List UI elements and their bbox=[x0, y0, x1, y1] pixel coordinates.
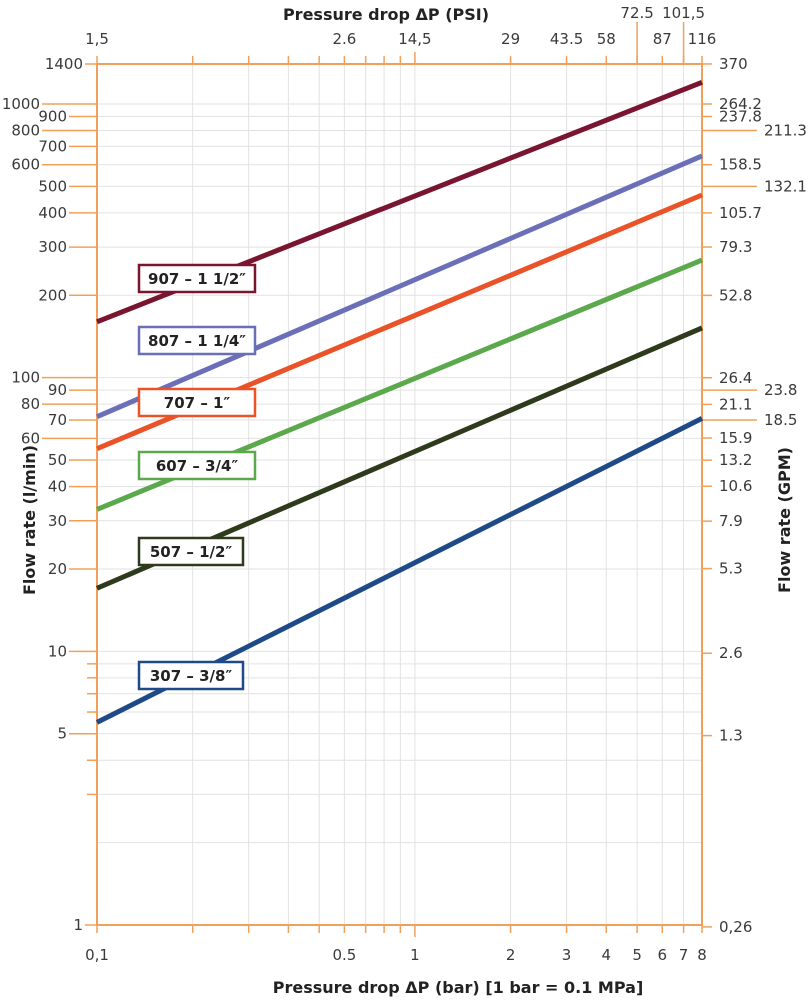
y2-tick-label: 13.2 bbox=[719, 451, 752, 469]
series-label: 707 – 1″ bbox=[164, 394, 231, 412]
y2-axis-title: Flow rate (GPM) bbox=[775, 447, 794, 593]
x2-tick-label: 116 bbox=[688, 30, 717, 48]
x-tick-label: 0.5 bbox=[332, 946, 356, 964]
x2-axis-title: Pressure drop ΔP (PSI) bbox=[283, 5, 489, 24]
y-tick-label: 800 bbox=[11, 122, 40, 140]
y2-tick-label: 1.3 bbox=[719, 727, 743, 745]
y2-tick-label: 26.4 bbox=[719, 369, 752, 387]
series-label: 307 – 3/8″ bbox=[150, 667, 233, 685]
y2-tick-label: 105.7 bbox=[719, 204, 762, 222]
x2-tick-label: 29 bbox=[501, 30, 520, 48]
series-label: 807 – 1 1/4″ bbox=[148, 332, 246, 350]
y2-tick-label: 211.3 bbox=[764, 122, 807, 140]
x-tick-label: 2 bbox=[506, 946, 516, 964]
y-tick-label: 1400 bbox=[45, 55, 83, 73]
y-tick-label: 300 bbox=[38, 238, 67, 256]
x2-tick-label: 1,5 bbox=[85, 30, 109, 48]
series-label-box bbox=[137, 387, 257, 418]
y2-tick-label: 132.1 bbox=[764, 177, 807, 195]
y2-tick-label: 23.8 bbox=[764, 381, 797, 399]
y2-tick-label: 5.3 bbox=[719, 560, 743, 578]
x-tick-label: 4 bbox=[602, 946, 612, 964]
series-label-box bbox=[137, 263, 257, 294]
x2-tick-label: 2.6 bbox=[332, 30, 356, 48]
x-tick-label: 3 bbox=[562, 946, 572, 964]
series-labels: 907 – 1 1/2″ 807 – 1 1/4″ 707 – 1″ 607 – 3/… bbox=[137, 263, 257, 691]
x-tick-label: 6 bbox=[658, 946, 668, 964]
x-tick-label: 1 bbox=[410, 946, 420, 964]
x2-tick-label: 101,5 bbox=[662, 4, 705, 22]
y-tick-label: 60 bbox=[21, 429, 40, 447]
y-tick-label: 1 bbox=[73, 916, 83, 934]
y2-tick-label: 237.8 bbox=[719, 108, 762, 126]
series-label-box bbox=[137, 450, 257, 481]
x-tick-label: 8 bbox=[697, 946, 707, 964]
x-tick-label: 5 bbox=[632, 946, 642, 964]
x2-tick-label: 14,5 bbox=[398, 30, 431, 48]
series-label-box bbox=[137, 536, 245, 567]
y-tick-label: 600 bbox=[11, 156, 40, 174]
y-tick-label: 500 bbox=[38, 177, 67, 195]
series-label-box bbox=[137, 660, 245, 691]
x2-tick-label: 43.5 bbox=[550, 30, 583, 48]
y2-tick-label: 0,26 bbox=[719, 918, 752, 936]
y-tick-label: 70 bbox=[48, 411, 67, 429]
x-tick-label: 7 bbox=[679, 946, 689, 964]
y2-tick-label: 21.1 bbox=[719, 395, 752, 413]
series-line-2 bbox=[96, 153, 703, 420]
plot-frame bbox=[96, 63, 703, 926]
y-axis-title: Flow rate (l/min) bbox=[20, 445, 39, 595]
y-tick-label: 100 bbox=[11, 369, 40, 387]
y-tick-label: 700 bbox=[38, 137, 67, 155]
y2-tick-label: 370 bbox=[719, 55, 748, 73]
x-axis-title: Pressure drop ΔP (bar) [1 bar = 0.1 MPa] bbox=[273, 978, 644, 997]
y2-tick-label: 2.6 bbox=[719, 644, 743, 662]
y-tick-label: 200 bbox=[38, 286, 67, 304]
series-label: 907 – 1 1/2″ bbox=[148, 270, 246, 288]
y-tick-label: 30 bbox=[48, 512, 67, 530]
x2-tick-label: 72.5 bbox=[620, 4, 653, 22]
y-tick-label: 10 bbox=[48, 642, 67, 660]
y2-tick-label: 7.9 bbox=[719, 512, 743, 530]
series-label: 507 – 1/2″ bbox=[150, 543, 233, 561]
x2-tick-label: 87 bbox=[653, 30, 672, 48]
y2-tick-label: 10.6 bbox=[719, 477, 752, 495]
y2-tick-label: 15.9 bbox=[719, 429, 752, 447]
y-tick-label: 1000 bbox=[2, 95, 40, 113]
y-tick-label: 5 bbox=[57, 725, 67, 743]
y-tick-label: 90 bbox=[48, 381, 67, 399]
x-tick-label: 0,1 bbox=[85, 946, 109, 964]
axes: 0,1 0.5 1 2 3 4 5 6 7 81,5 2.6 14,5 29 43.5 5872.58710… bbox=[2, 4, 807, 964]
y2-tick-label: 52.8 bbox=[719, 286, 752, 304]
series-label-box bbox=[137, 325, 257, 356]
y-tick-label: 900 bbox=[38, 108, 67, 126]
y2-tick-label: 79.3 bbox=[719, 238, 752, 256]
y2-tick-label: 18.5 bbox=[764, 411, 797, 429]
y-tick-label: 50 bbox=[48, 451, 67, 469]
y-tick-label: 40 bbox=[48, 478, 67, 496]
x2-tick-label: 58 bbox=[597, 30, 616, 48]
y2-tick-label: 264.2 bbox=[719, 95, 762, 113]
series-label: 607 – 3/4″ bbox=[156, 457, 239, 475]
y-tick-label: 400 bbox=[38, 204, 67, 222]
y-tick-label: 80 bbox=[21, 395, 40, 413]
y2-tick-label: 158.5 bbox=[719, 156, 762, 174]
y-tick-label: 20 bbox=[48, 560, 67, 578]
